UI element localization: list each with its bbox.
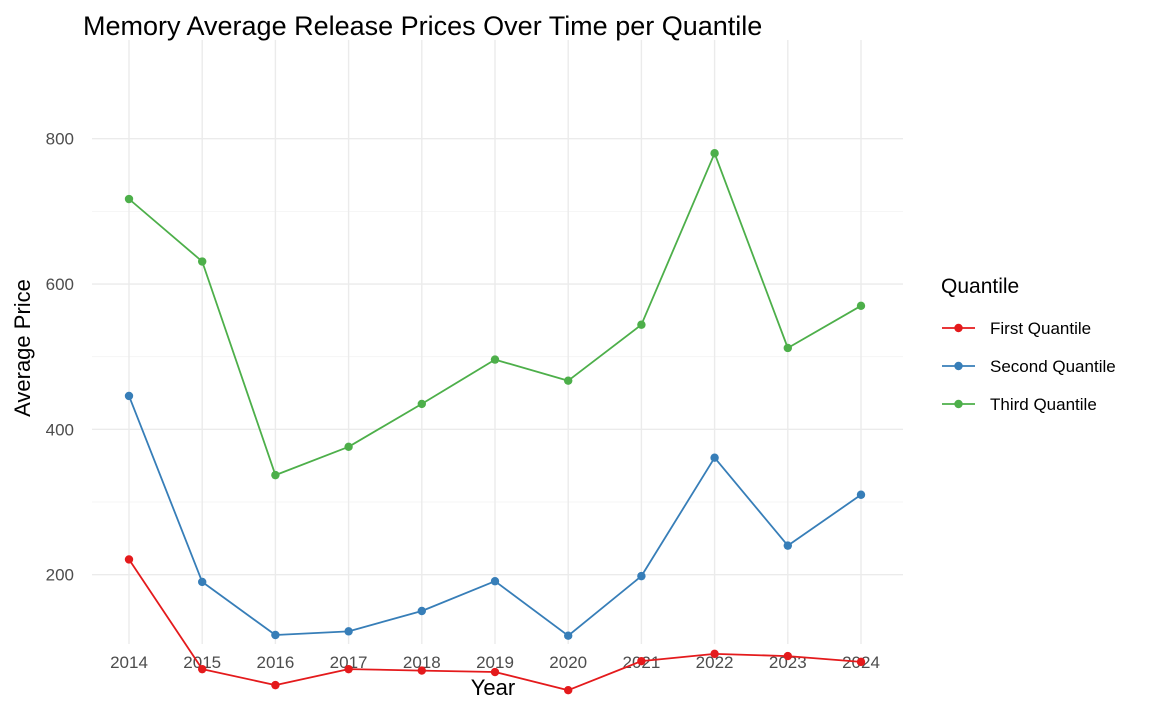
data-point bbox=[124, 194, 134, 204]
data-point bbox=[856, 301, 866, 311]
legend-label: First Quantile bbox=[990, 319, 1091, 338]
data-point bbox=[198, 257, 207, 266]
x-tick-label: 2017 bbox=[330, 653, 368, 672]
x-tick-label: 2018 bbox=[403, 653, 441, 672]
data-series bbox=[124, 149, 866, 695]
legend-key-point bbox=[954, 323, 963, 333]
y-tick-label: 200 bbox=[46, 566, 74, 585]
data-point bbox=[637, 656, 646, 666]
data-point bbox=[637, 571, 646, 581]
data-point bbox=[490, 667, 500, 677]
plot-grid bbox=[92, 40, 903, 644]
x-tick-label: 2015 bbox=[183, 653, 221, 672]
data-point bbox=[124, 391, 134, 401]
data-point bbox=[564, 686, 573, 695]
chart-title: Memory Average Release Prices Over Time … bbox=[83, 11, 762, 41]
x-tick-label: 2014 bbox=[110, 653, 148, 672]
data-point bbox=[271, 680, 280, 690]
data-point bbox=[564, 631, 573, 640]
y-tick-label: 600 bbox=[46, 275, 74, 294]
data-point bbox=[271, 470, 280, 480]
data-point bbox=[124, 555, 134, 564]
x-tick-label: 2020 bbox=[549, 653, 587, 672]
x-axis-title: Year bbox=[471, 675, 515, 700]
data-point bbox=[490, 577, 500, 586]
data-point bbox=[198, 577, 207, 587]
legend: Quantile First Quantile Second Quantile Th… bbox=[941, 275, 1116, 414]
data-point bbox=[856, 490, 866, 499]
y-axis-title: Average Price bbox=[10, 279, 35, 417]
data-point bbox=[710, 453, 719, 462]
y-axis-tick-labels: 200 400 600 800 bbox=[46, 130, 74, 585]
data-point bbox=[490, 355, 500, 364]
y-tick-label: 800 bbox=[46, 130, 74, 149]
x-axis-tick-labels: 2014201520162017201820192020202120222023… bbox=[110, 653, 880, 672]
data-point bbox=[710, 649, 719, 659]
data-point bbox=[856, 657, 866, 667]
data-point bbox=[783, 651, 792, 661]
legend-title: Quantile bbox=[941, 275, 1019, 298]
data-point bbox=[637, 320, 646, 329]
data-point bbox=[564, 376, 573, 385]
data-point bbox=[344, 442, 353, 451]
data-point bbox=[417, 606, 426, 616]
legend-key-point bbox=[954, 399, 963, 409]
y-tick-label: 400 bbox=[46, 420, 74, 439]
data-point bbox=[198, 664, 207, 674]
x-tick-label: 2016 bbox=[256, 653, 294, 672]
legend-label: Second Quantile bbox=[990, 357, 1116, 376]
data-point bbox=[344, 627, 353, 636]
data-point bbox=[710, 149, 719, 158]
data-point bbox=[783, 343, 792, 353]
data-point bbox=[417, 399, 426, 409]
data-point bbox=[344, 664, 353, 674]
data-point bbox=[783, 541, 792, 550]
x-tick-label: 2022 bbox=[696, 653, 734, 672]
data-point bbox=[417, 666, 426, 675]
data-point bbox=[271, 630, 280, 640]
x-tick-label: 2019 bbox=[476, 653, 514, 672]
legend-key-point bbox=[954, 361, 963, 371]
legend-label: Third Quantile bbox=[990, 395, 1097, 414]
